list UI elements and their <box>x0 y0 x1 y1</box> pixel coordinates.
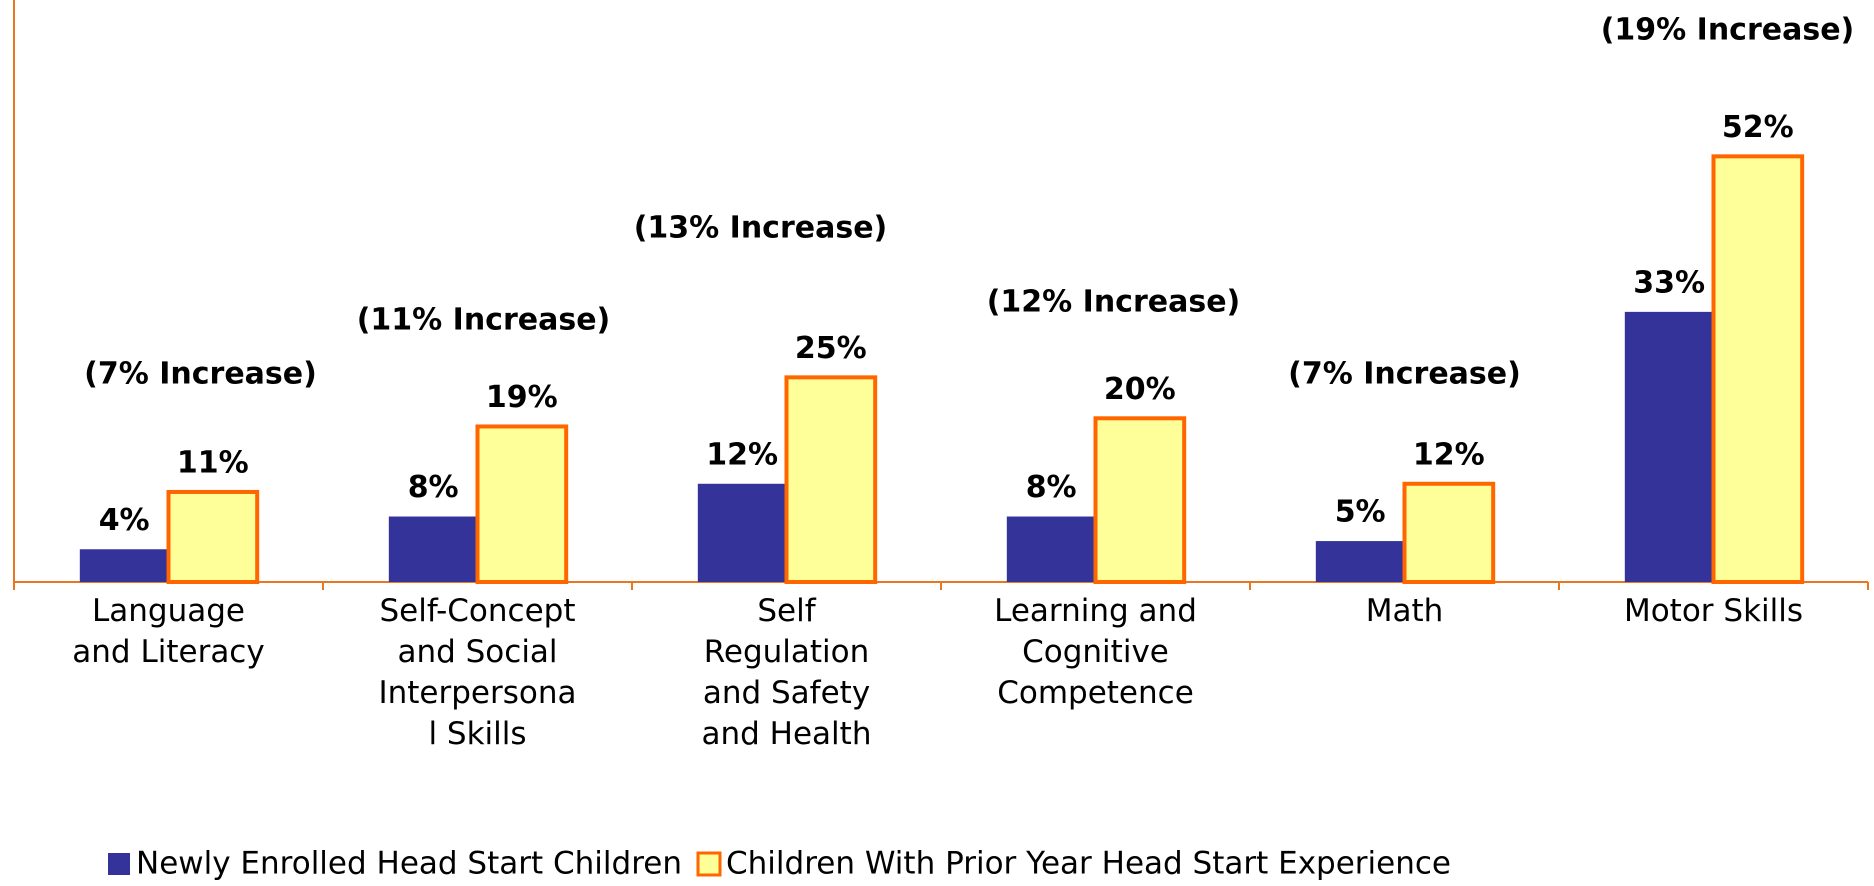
value-label: 20% <box>1104 372 1176 407</box>
bar <box>79 549 169 582</box>
value-label: 4% <box>99 503 150 538</box>
value-label: 11% <box>177 445 249 480</box>
annotation: (7% Increase) <box>84 357 317 392</box>
bar <box>697 483 787 582</box>
annotation: (19% Increase) <box>1601 13 1855 48</box>
x-tick-label: Math <box>1366 593 1444 629</box>
value-label: 25% <box>795 331 867 366</box>
value-label: 12% <box>1413 437 1485 472</box>
value-label: 5% <box>1335 495 1386 530</box>
legend-swatch <box>696 851 722 877</box>
bar <box>166 489 260 585</box>
value-label: 33% <box>1633 265 1705 300</box>
value-label: 12% <box>706 437 778 472</box>
value-label: 8% <box>1026 470 1077 505</box>
legend-swatch <box>108 853 130 875</box>
legend-label: Newly Enrolled Head Start Children <box>136 846 682 882</box>
annotation: (7% Increase) <box>1288 357 1521 392</box>
bar <box>1624 311 1714 582</box>
x-tick-label: Learning and Cognitive Competence <box>994 593 1197 711</box>
value-label: 19% <box>486 380 558 415</box>
bar <box>1315 541 1405 582</box>
bar <box>1006 516 1096 582</box>
annotation: (11% Increase) <box>357 303 611 338</box>
bar <box>784 375 878 584</box>
bar <box>1402 481 1496 584</box>
annotation: (12% Increase) <box>987 285 1241 320</box>
bar <box>1711 154 1805 584</box>
annotation: (13% Increase) <box>634 211 888 246</box>
bar <box>1093 416 1187 584</box>
x-tick-label: Language and Literacy <box>72 593 264 670</box>
bar <box>388 516 478 582</box>
value-label: 8% <box>408 470 459 505</box>
x-tick-label: Self-Concept and Social Interpersona l Skil… <box>378 593 576 752</box>
x-tick-label: Self Regulation and Safety and Health <box>702 593 872 752</box>
legend-label: Children With Prior Year Head Start Expe… <box>726 846 1451 882</box>
bar <box>475 424 569 584</box>
x-tick-label: Motor Skills <box>1624 593 1803 629</box>
value-label: 52% <box>1722 110 1794 145</box>
